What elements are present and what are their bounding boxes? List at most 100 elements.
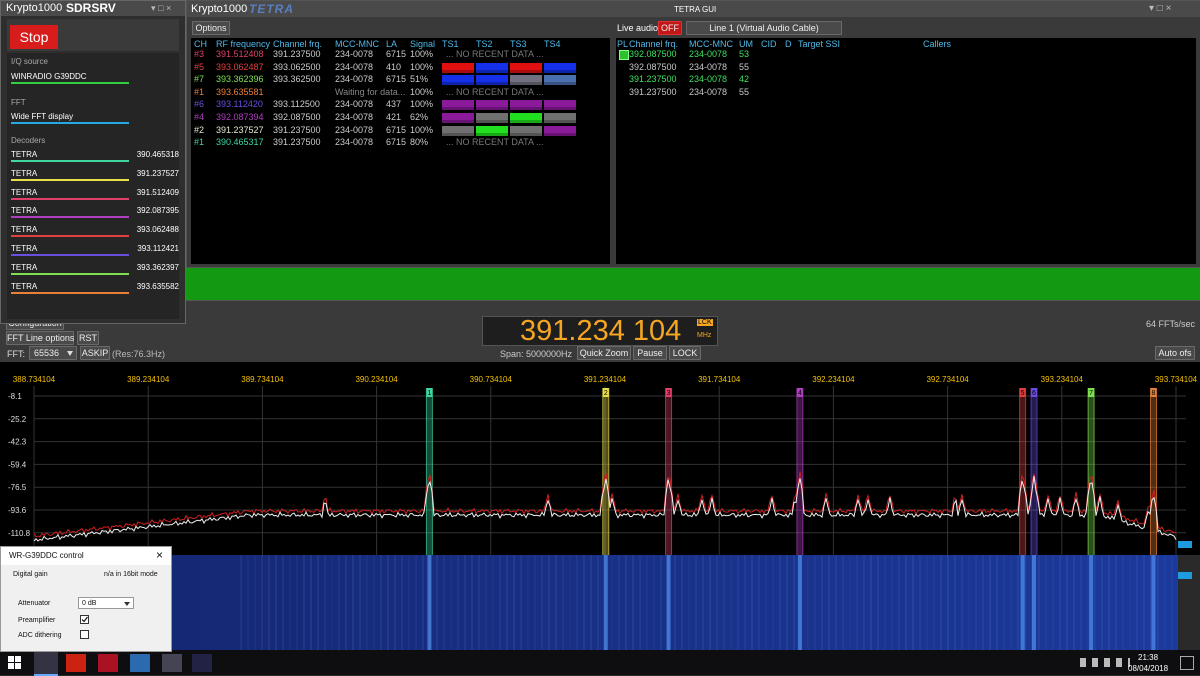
window-controls[interactable]: ▾ □ × [1149, 3, 1172, 14]
fft-line-options-button[interactable]: FFT Line options [6, 331, 75, 345]
waterfall-texture [1122, 555, 1124, 650]
notifications[interactable] [1180, 656, 1194, 670]
auto-ofs-button[interactable]: Auto ofs [1155, 346, 1195, 360]
resolution: (Res:76.3Hz) [112, 349, 166, 359]
la-cell: 6715 [386, 124, 407, 135]
channel-frequency: 392.087500 [629, 49, 677, 59]
lock-button[interactable]: LOCK [669, 346, 701, 360]
column-header: LA [386, 39, 398, 49]
waterfall-texture [758, 555, 760, 650]
waterfall-texture [716, 555, 718, 650]
span: Span: 5000000Hz [500, 349, 573, 359]
waterfall-texture [1080, 555, 1082, 650]
adc-dithering-checkbox[interactable] [80, 630, 90, 640]
waterfall-streak [1032, 555, 1037, 650]
waterfall [0, 555, 1200, 650]
channel-band [426, 388, 433, 555]
taskbar-app[interactable] [162, 654, 182, 672]
options-button[interactable]: Options [192, 21, 230, 35]
decoder-bar [11, 254, 129, 256]
start-button[interactable] [8, 656, 22, 670]
x-tick-label: 390.734104 [470, 375, 513, 384]
waterfall-texture [926, 555, 928, 650]
y-tick-label: -93.6 [8, 506, 27, 515]
level-slider[interactable] [1178, 541, 1192, 548]
no-data-note: ... NO RECENT DATA ... [446, 137, 544, 148]
waterfall-texture [380, 555, 382, 650]
pause-button[interactable]: Pause [633, 346, 667, 360]
waterfall-texture [667, 555, 669, 650]
y-tick-label: -25.2 [8, 415, 27, 424]
waterfall-texture [884, 555, 886, 650]
taskbar-app[interactable] [98, 654, 118, 672]
x-tick-label: 389.234104 [127, 375, 170, 384]
la-cell: 6715 [386, 74, 407, 85]
waterfall-texture [506, 555, 508, 650]
waterfall-texture [408, 555, 410, 650]
timeslot [544, 113, 576, 123]
la-cell: 6715 [386, 49, 407, 59]
frequency-display[interactable] [482, 316, 718, 346]
waterfall-texture [1003, 555, 1005, 650]
signal: 100% [410, 99, 434, 110]
app-logo: TETRA [249, 2, 294, 16]
taskbar-app[interactable] [130, 654, 150, 672]
rf-frequency: 393.635581 [216, 86, 264, 97]
decoder-frequency: 393.112421 [137, 244, 179, 253]
waterfall-texture [737, 555, 739, 650]
audio-toggle[interactable]: OFF [658, 21, 682, 35]
column-header: MCC-MNC [335, 39, 379, 49]
timeslot [544, 75, 576, 86]
waterfall-texture [961, 555, 963, 650]
x-tick-label: 391.234104 [584, 375, 627, 384]
waterfall-texture [597, 555, 599, 650]
attenuator-label: Attenuator [18, 600, 51, 607]
x-tick-label: 388.734104 [13, 375, 56, 384]
taskbar-app[interactable] [34, 652, 58, 676]
preamplifier-checkbox[interactable] [80, 615, 90, 625]
rst-button[interactable]: RST [77, 331, 99, 345]
fft-size-select[interactable]: 65536 [29, 346, 77, 360]
waterfall-texture [1052, 555, 1054, 650]
audio-line-select[interactable]: Line 1 (Virtual Audio Cable) [686, 21, 842, 35]
waterfall-texture [352, 555, 354, 650]
askip-button[interactable]: ASKIP [80, 346, 110, 360]
decoder-name: TETRA [11, 225, 38, 235]
marker-label: 7 [1089, 390, 1093, 397]
taskbar-app[interactable] [192, 654, 212, 672]
level-slider[interactable] [1178, 572, 1192, 579]
attenuator-value: 0 dB [82, 600, 97, 607]
unit: MHz [697, 332, 712, 339]
attenuator-select[interactable]: 0 dB [78, 597, 134, 609]
decoder-frequency: 391.237527 [136, 168, 179, 178]
waterfall-texture [968, 555, 970, 650]
sdrsrv-window: Krypto1000 SDRSRV ▾ □ × Stop I/Q source W… [0, 0, 186, 324]
y-tick-label: -76.5 [8, 483, 27, 492]
waterfall-texture [492, 555, 494, 650]
waterfall-texture [513, 555, 515, 650]
plot-background [0, 362, 1200, 555]
section-label: FFT [11, 98, 26, 107]
close-button[interactable]: × [156, 548, 164, 562]
x-tick-label: 393.734104 [1155, 375, 1198, 384]
window-controls[interactable]: ▾ □ × [151, 3, 172, 13]
waterfall-texture [471, 555, 473, 650]
timeslot [476, 113, 508, 123]
marker-label: 6 [1032, 390, 1036, 397]
la-cell: 437 [386, 99, 402, 110]
decoder-bar [11, 197, 129, 200]
waterfall-streak [1151, 555, 1156, 650]
quick-zoom-button[interactable]: Quick Zoom [577, 346, 631, 360]
waterfall-texture [429, 555, 431, 650]
y-tick-label: -59.4 [8, 460, 27, 469]
decoder-bar [11, 216, 129, 219]
channel-cell: 393.062500 [273, 61, 321, 72]
decoder-name: TETRA [11, 206, 38, 216]
center-frequency: 391.234 104 [520, 315, 682, 347]
marker-tag [1150, 388, 1157, 397]
waterfall-texture [422, 555, 424, 650]
taskbar-app[interactable] [66, 654, 86, 672]
tray-icons[interactable] [1080, 658, 1130, 667]
stop-button[interactable]: Stop [10, 25, 58, 49]
timeslot [476, 75, 508, 86]
